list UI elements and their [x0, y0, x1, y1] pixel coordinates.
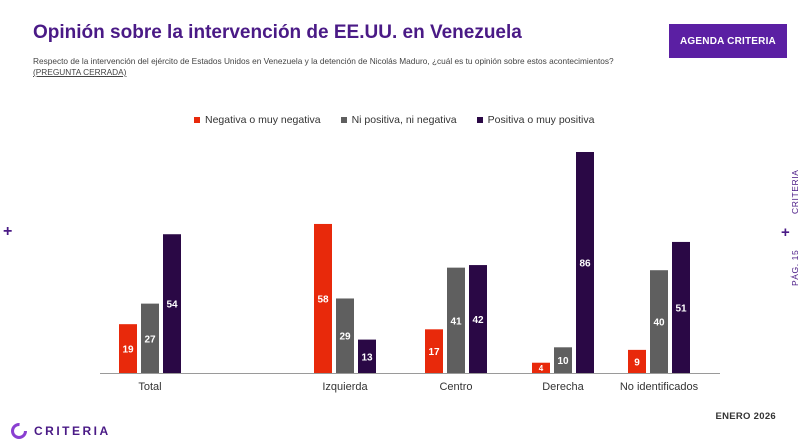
legend-label-positive: Positiva o muy positiva — [487, 114, 595, 126]
data-label-positive-2: 42 — [472, 315, 484, 326]
bar-neutral-1 — [336, 298, 354, 373]
category-label-0: Total — [138, 381, 161, 393]
data-label-neutral-0: 27 — [144, 334, 156, 345]
data-label-negative-4: 9 — [634, 357, 640, 368]
data-label-positive-4: 51 — [675, 303, 687, 314]
category-label-3: Derecha — [542, 381, 584, 393]
legend-swatch-positive — [476, 117, 483, 123]
data-label-neutral-2: 41 — [450, 316, 462, 327]
criteria-logo-icon — [11, 423, 27, 439]
side-page-number: PÁG. 15 — [790, 249, 800, 286]
bar-neutral-2 — [447, 267, 465, 373]
page-subtitle: Respecto de la intervención del ejército… — [33, 56, 623, 78]
bar-negative-2 — [425, 329, 443, 373]
legend-swatch-negative — [194, 117, 200, 123]
subtitle-question: Respecto de la intervención del ejército… — [33, 56, 614, 66]
bar-neutral-3 — [554, 347, 572, 373]
bar-negative-0 — [119, 324, 137, 373]
bar-positive-0 — [163, 234, 181, 373]
report-date: ENERO 2026 — [715, 411, 776, 422]
data-label-positive-3: 86 — [579, 259, 591, 270]
category-label-1: Izquierda — [322, 381, 368, 393]
chart-legend: Negativa o muy negativa Ni positiva, ni … — [194, 114, 594, 126]
plus-decoration-icon: + — [3, 223, 13, 240]
legend-item-positive: Positiva o muy positiva — [476, 114, 595, 126]
data-label-neutral-1: 29 — [339, 332, 351, 343]
legend-swatch-neutral — [340, 117, 347, 123]
bar-positive-4 — [672, 241, 690, 373]
criteria-logo: CRITERIA — [10, 422, 111, 440]
bar-neutral-0 — [141, 303, 159, 373]
agenda-criteria-badge: AGENDA CRITERIA — [669, 24, 787, 58]
data-label-neutral-4: 40 — [653, 318, 665, 329]
legend-label-neutral: Ni positiva, ni negativa — [351, 114, 457, 126]
bar-negative-1 — [314, 223, 332, 373]
category-label-4: No identificados — [620, 381, 699, 393]
subtitle-question-type: (PREGUNTA CERRADA) — [33, 67, 127, 77]
side-brand-text: CRITERIA — [790, 169, 800, 214]
page-title: Opinión sobre la intervención de EE.UU. … — [33, 22, 522, 43]
bar-positive-2 — [469, 265, 487, 373]
data-label-negative-1: 58 — [317, 294, 329, 305]
bar-neutral-4 — [650, 270, 668, 373]
bar-positive-1 — [358, 339, 376, 373]
data-label-positive-1: 13 — [361, 352, 373, 363]
bar-negative-3 — [532, 362, 550, 373]
bar-positive-3 — [576, 152, 594, 373]
bar-negative-4 — [628, 349, 646, 373]
criteria-logo-text: CRITERIA — [34, 424, 111, 438]
data-label-negative-2: 17 — [428, 347, 440, 358]
legend-item-neutral: Ni positiva, ni negativa — [340, 114, 457, 126]
data-label-negative-3: 4 — [539, 364, 544, 373]
data-label-negative-0: 19 — [122, 345, 134, 356]
legend-item-negative: Negativa o muy negativa — [194, 114, 321, 126]
data-label-positive-0: 54 — [166, 300, 178, 311]
legend-label-negative: Negativa o muy negativa — [205, 114, 321, 126]
side-plus-icon: + — [781, 224, 790, 241]
data-label-neutral-3: 10 — [557, 356, 569, 367]
category-label-2: Centro — [439, 381, 472, 393]
